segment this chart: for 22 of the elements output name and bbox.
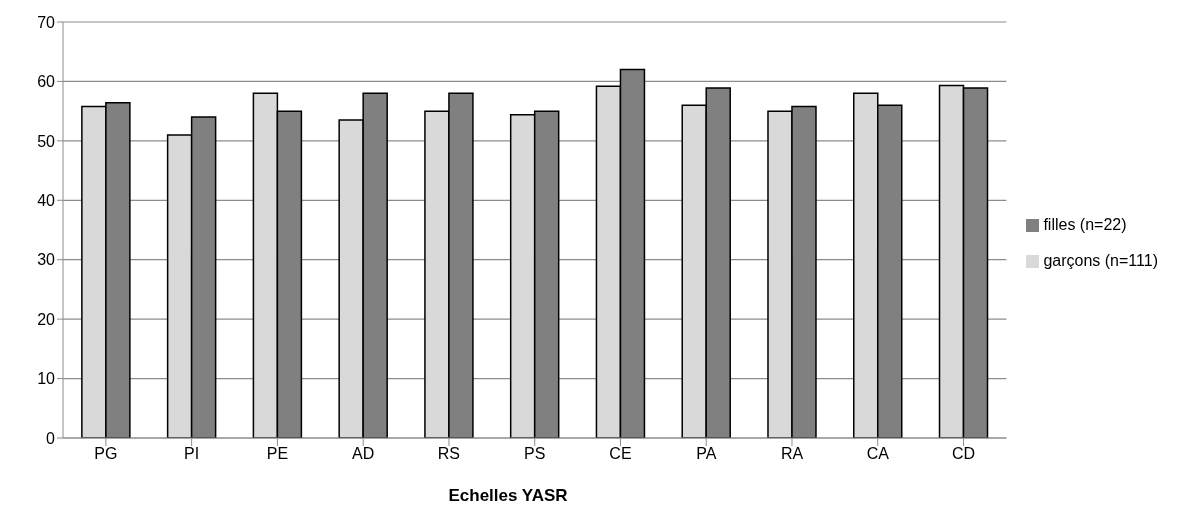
- y-tick-label: 0: [46, 429, 56, 447]
- x-tick-label: AD: [352, 445, 375, 463]
- x-tick-label: CA: [866, 445, 890, 463]
- legend-label: garçons (n=111): [1043, 252, 1158, 269]
- x-tick-label: CD: [951, 445, 976, 463]
- legend-label: filles (n=22): [1043, 216, 1127, 233]
- x-tick-label: PA: [696, 445, 717, 463]
- x-tick-label: RA: [780, 445, 804, 463]
- x-tick-label: PS: [524, 445, 546, 463]
- x-tick-label: CE: [609, 445, 632, 463]
- x-tick-label: RS: [437, 445, 461, 463]
- y-tick-label: 70: [37, 13, 56, 31]
- y-tick-label: 20: [37, 310, 56, 328]
- y-tick-label: 50: [37, 132, 56, 150]
- y-tick-label: 10: [37, 370, 56, 388]
- x-tick-label: PG: [94, 445, 118, 463]
- x-tick-label: PE: [266, 445, 289, 463]
- y-tick-label: 60: [37, 73, 56, 91]
- y-tick-label: 30: [37, 251, 56, 269]
- x-tick-label: PI: [184, 445, 200, 463]
- x-axis-title: Echelles YASR: [447, 486, 569, 506]
- y-tick-label: 40: [37, 191, 56, 209]
